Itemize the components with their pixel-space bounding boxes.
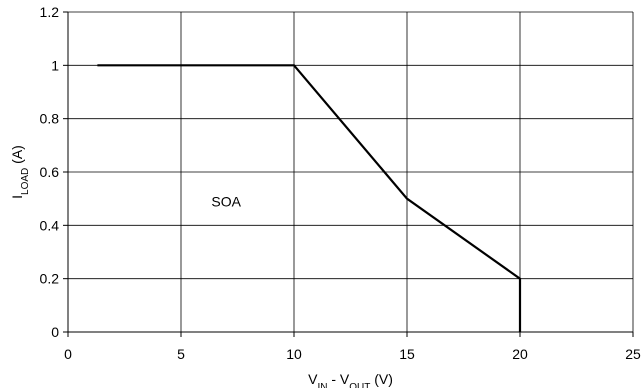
soa-annotation: SOA bbox=[211, 194, 241, 210]
x-tick-label: 10 bbox=[286, 346, 302, 362]
y-tick-label: 0.2 bbox=[40, 271, 60, 287]
soa-boundary-line bbox=[97, 64, 522, 332]
annotations: SOA bbox=[211, 194, 241, 210]
y-tick-label: 0.6 bbox=[40, 164, 60, 180]
y-tick-label: 0.8 bbox=[40, 111, 60, 127]
series-layer bbox=[97, 64, 522, 332]
x-axis-label: VIN - VOUT (V) bbox=[308, 371, 393, 388]
y-axis-label: ILOAD (A) bbox=[9, 145, 31, 199]
x-tick-label: 5 bbox=[177, 346, 185, 362]
x-tick-label: 20 bbox=[512, 346, 528, 362]
y-tick-label: 1 bbox=[51, 57, 59, 73]
x-tick-label: 25 bbox=[625, 346, 641, 362]
x-tick-label: 15 bbox=[399, 346, 415, 362]
y-tick-label: 0 bbox=[51, 324, 59, 340]
y-tick-label: 0.4 bbox=[40, 217, 60, 233]
grid bbox=[68, 11, 634, 332]
x-tick-label: 0 bbox=[64, 346, 72, 362]
tick-labels: 0 0.2 0.4 0.6 0.8 1 1.2 0 5 10 15 20 25 bbox=[40, 4, 641, 362]
axes bbox=[63, 11, 634, 337]
y-tick-label: 1.2 bbox=[40, 4, 60, 20]
